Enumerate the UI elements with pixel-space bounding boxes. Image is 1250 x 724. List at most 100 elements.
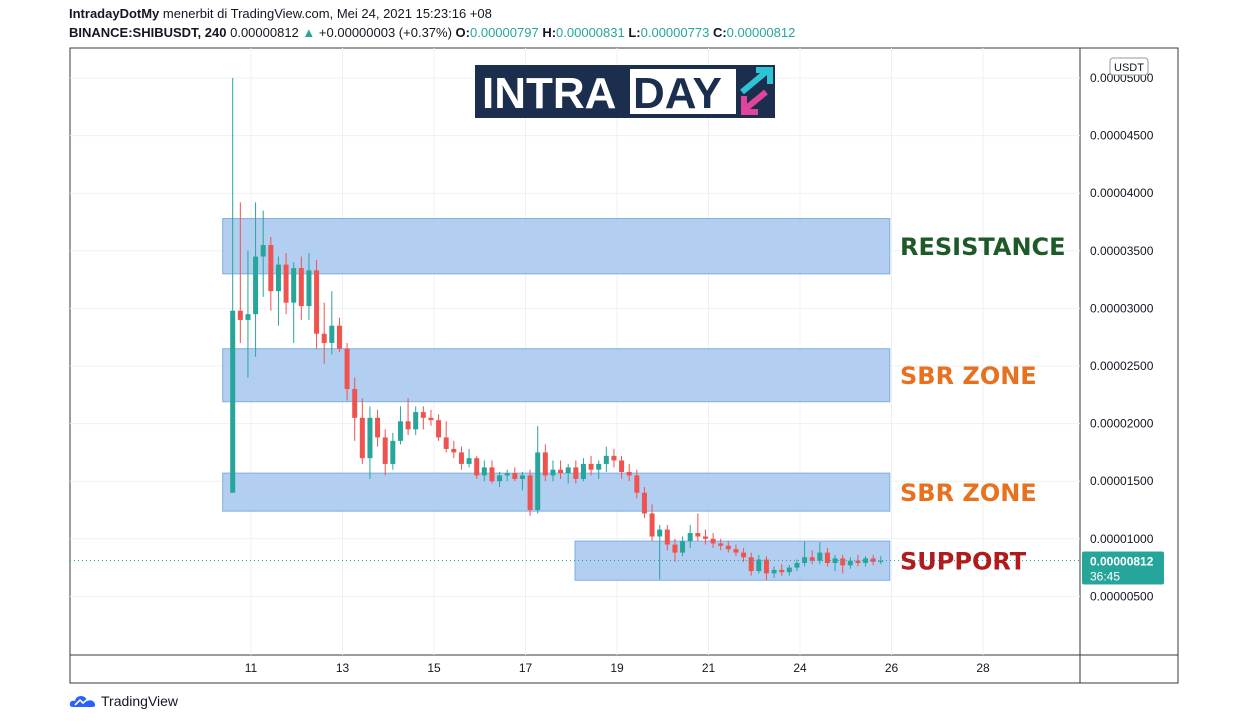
candle[interactable] bbox=[443, 421, 449, 453]
candle[interactable] bbox=[283, 253, 289, 315]
candle[interactable] bbox=[260, 210, 266, 297]
candle[interactable] bbox=[298, 256, 304, 320]
candle[interactable] bbox=[741, 548, 747, 562]
candle[interactable] bbox=[367, 406, 373, 479]
candle[interactable] bbox=[657, 524, 663, 580]
candle[interactable] bbox=[664, 524, 670, 551]
candle[interactable] bbox=[702, 529, 708, 545]
candle[interactable] bbox=[306, 253, 312, 320]
candle[interactable] bbox=[802, 541, 808, 567]
candle[interactable] bbox=[550, 460, 556, 482]
candle[interactable] bbox=[710, 533, 716, 549]
candle[interactable] bbox=[718, 538, 724, 551]
candle[interactable] bbox=[786, 565, 792, 576]
time-axis-labels[interactable]: 11 13 15 17 19 21 24 26 28 bbox=[245, 661, 990, 675]
resistance-zone-box[interactable] bbox=[222, 218, 891, 275]
candle[interactable] bbox=[489, 460, 495, 484]
candle[interactable] bbox=[771, 566, 777, 578]
candle[interactable] bbox=[497, 471, 503, 487]
candle[interactable] bbox=[382, 429, 388, 476]
candle[interactable] bbox=[809, 550, 815, 565]
candle[interactable] bbox=[451, 440, 457, 459]
candle[interactable] bbox=[733, 544, 739, 557]
candle[interactable] bbox=[428, 409, 434, 426]
candle[interactable] bbox=[855, 554, 861, 567]
candle[interactable] bbox=[321, 302, 327, 364]
candle[interactable] bbox=[840, 554, 846, 574]
candle[interactable] bbox=[641, 486, 647, 519]
candle[interactable] bbox=[359, 398, 365, 464]
candle[interactable] bbox=[291, 262, 297, 343]
candle[interactable] bbox=[519, 471, 525, 491]
candle[interactable] bbox=[824, 548, 830, 567]
candle[interactable] bbox=[870, 554, 876, 566]
candle[interactable] bbox=[619, 455, 625, 479]
candle[interactable] bbox=[634, 469, 640, 499]
candle[interactable] bbox=[245, 250, 251, 378]
candle[interactable] bbox=[466, 448, 472, 468]
candle[interactable] bbox=[344, 342, 350, 401]
candle[interactable] bbox=[375, 409, 381, 447]
candle[interactable] bbox=[672, 538, 678, 562]
candle[interactable] bbox=[397, 406, 403, 445]
candle[interactable] bbox=[580, 458, 586, 482]
candle[interactable] bbox=[314, 260, 320, 349]
candle[interactable] bbox=[230, 78, 236, 493]
candle[interactable] bbox=[565, 463, 571, 484]
candle[interactable] bbox=[603, 446, 609, 472]
candle-body bbox=[603, 455, 609, 464]
candle[interactable] bbox=[405, 398, 411, 436]
candle[interactable] bbox=[268, 236, 274, 311]
usdt-unit-badge[interactable]: USDT bbox=[1109, 57, 1149, 76]
candle[interactable] bbox=[626, 463, 632, 482]
candle[interactable] bbox=[420, 406, 426, 430]
candle[interactable] bbox=[535, 425, 541, 514]
symbol-interval[interactable]: BINANCE:SHIBUSDT, 240 bbox=[69, 25, 227, 40]
candle[interactable] bbox=[275, 256, 281, 326]
candle[interactable] bbox=[596, 460, 602, 479]
candle[interactable] bbox=[542, 444, 548, 482]
candle[interactable] bbox=[352, 377, 358, 441]
candle[interactable] bbox=[481, 460, 487, 482]
sbr-zone-box[interactable] bbox=[222, 348, 891, 403]
candle[interactable] bbox=[474, 455, 480, 479]
candle[interactable] bbox=[695, 513, 701, 542]
candle[interactable] bbox=[687, 524, 693, 549]
candle[interactable] bbox=[253, 202, 259, 357]
candle[interactable] bbox=[237, 202, 243, 343]
candle[interactable] bbox=[817, 542, 823, 565]
price-axis-labels[interactable]: 0.000050000.000045000.000040000.00003500… bbox=[1090, 71, 1154, 603]
candle[interactable] bbox=[458, 446, 464, 470]
candle[interactable] bbox=[588, 455, 594, 476]
candle[interactable] bbox=[649, 504, 655, 542]
candle[interactable] bbox=[756, 554, 762, 574]
candle[interactable] bbox=[527, 469, 533, 516]
candle-body bbox=[382, 437, 388, 464]
candle[interactable] bbox=[512, 467, 518, 482]
current-price-tag[interactable] bbox=[1082, 551, 1164, 585]
candle[interactable] bbox=[878, 556, 884, 565]
candle[interactable] bbox=[832, 554, 838, 572]
candle[interactable] bbox=[336, 317, 342, 353]
candle[interactable] bbox=[436, 414, 442, 441]
candle[interactable] bbox=[725, 541, 731, 553]
candle[interactable] bbox=[794, 559, 800, 572]
candle[interactable] bbox=[413, 406, 419, 436]
price-tick-label: 0.00001500 bbox=[1090, 474, 1154, 488]
candle[interactable] bbox=[329, 291, 335, 355]
candle[interactable] bbox=[863, 556, 869, 567]
author-name[interactable]: IntradayDotMy bbox=[69, 6, 160, 21]
candle[interactable] bbox=[573, 460, 579, 484]
candle[interactable] bbox=[779, 564, 785, 576]
candle[interactable] bbox=[748, 552, 754, 576]
tradingview-footer[interactable]: TradingView bbox=[69, 693, 178, 709]
candle[interactable] bbox=[504, 469, 510, 482]
candle[interactable] bbox=[611, 448, 617, 468]
candle[interactable] bbox=[558, 460, 564, 479]
candle[interactable] bbox=[847, 557, 853, 569]
candle[interactable] bbox=[390, 432, 396, 470]
sbr-zone-box[interactable] bbox=[222, 472, 891, 512]
candle-body bbox=[863, 558, 869, 563]
candle[interactable] bbox=[680, 536, 686, 557]
